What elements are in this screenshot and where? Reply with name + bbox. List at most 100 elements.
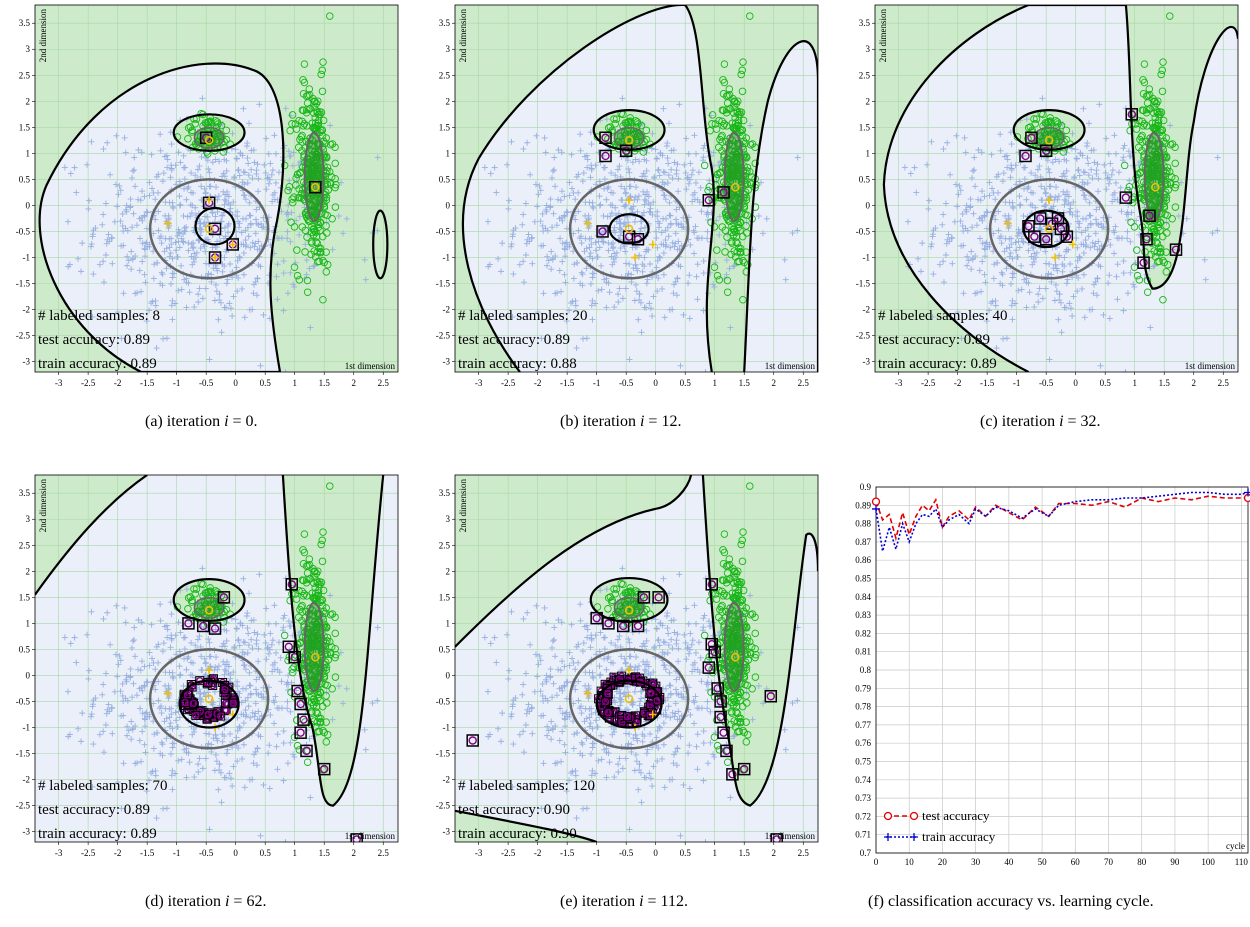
blue-plus-point [176, 714, 183, 721]
blue-plus-point [178, 732, 185, 739]
green-circle-point [1159, 58, 1167, 66]
blue-plus-point [153, 815, 160, 822]
blue-plus-point [962, 149, 969, 156]
blue-plus-point [205, 270, 212, 277]
blue-plus-point [1038, 183, 1045, 190]
queried-sample [293, 686, 302, 696]
blue-plus-point [256, 246, 263, 253]
decision-boundary [172, 578, 246, 622]
blue-plus-point [246, 669, 253, 676]
blue-plus-point [115, 661, 122, 668]
blue-plus-point [587, 280, 594, 287]
green-circle-point [291, 120, 300, 128]
blue-plus-point [611, 224, 618, 231]
blue-plus-point [555, 196, 562, 203]
green-circle-point [332, 650, 340, 659]
blue-plus-point [162, 212, 169, 219]
blue-plus-point [675, 175, 682, 182]
green-circle-point [1143, 288, 1152, 296]
blue-plus-point [1039, 95, 1046, 102]
blue-plus-point [499, 240, 506, 247]
blue-plus-point [992, 196, 999, 203]
blue-plus-point [561, 245, 568, 252]
blue-plus-point [1080, 215, 1087, 222]
blue-plus-point [240, 720, 247, 727]
blue-plus-point [88, 711, 95, 718]
green-circle-point [184, 594, 193, 602]
blue-plus-point [576, 235, 583, 242]
green-circle-point [742, 222, 750, 230]
blue-plus-point [1092, 230, 1099, 237]
decision-boundary [35, 475, 148, 596]
blue-plus-point [692, 223, 699, 230]
y-tick-label: -1 [863, 252, 871, 262]
y-tick-label: 3 [866, 44, 871, 54]
blue-plus-point [207, 193, 214, 200]
green-circle-point [318, 87, 327, 96]
blue-plus-point [90, 271, 97, 278]
green-circle-point [1032, 115, 1041, 123]
blue-plus-point [907, 170, 914, 177]
green-circle-point [1166, 12, 1174, 20]
green-circle-point [733, 109, 742, 117]
blue-plus-point [177, 671, 184, 678]
blue-plus-point [641, 201, 648, 208]
blue-plus-point [249, 306, 256, 313]
blue-plus-point [600, 212, 607, 219]
blue-plus-point [1059, 173, 1066, 180]
green-circle-point [1133, 271, 1142, 280]
component-mean-marker [163, 689, 172, 698]
blue-plus-point [977, 235, 984, 242]
blue-plus-point [968, 174, 975, 181]
blue-plus-point [226, 300, 233, 307]
green-circle-point [604, 124, 613, 132]
blue-plus-point [240, 192, 247, 199]
blue-plus-point [1056, 291, 1063, 298]
blue-plus-point [656, 253, 663, 260]
green-circle-point [318, 66, 326, 75]
blue-plus-point [1023, 304, 1030, 311]
blue-plus-point [291, 753, 298, 760]
green-circle-point [297, 133, 305, 141]
blue-plus-point [159, 741, 166, 748]
queried-sample [204, 710, 213, 719]
blue-plus-point [1167, 122, 1174, 129]
blue-plus-point [281, 612, 288, 619]
blue-plus-point [509, 233, 516, 240]
blue-plus-point [1074, 244, 1081, 251]
queried-sample-box [191, 710, 201, 720]
blue-plus-point [271, 720, 278, 727]
blue-plus-point [1076, 172, 1083, 179]
blue-plus-point [243, 711, 250, 718]
blue-plus-point [197, 696, 204, 703]
plot-area [35, 475, 398, 842]
blue-plus-point [974, 289, 981, 296]
blue-plus-point [1005, 215, 1012, 222]
blue-plus-point [119, 222, 126, 229]
blue-plus-point [1073, 264, 1080, 271]
y-tick-label: -0.5 [16, 226, 31, 236]
blue-plus-point [155, 697, 162, 704]
blue-plus-point [1092, 240, 1099, 247]
blue-plus-point [204, 157, 211, 164]
blue-plus-point [230, 293, 237, 300]
blue-plus-point [1023, 196, 1030, 203]
green-circle-point [298, 601, 306, 610]
blue-plus-point [1093, 170, 1100, 177]
blue-plus-point [547, 204, 554, 211]
blue-plus-point [271, 196, 278, 203]
blue-plus-point [244, 180, 251, 187]
blue-plus-point [128, 718, 135, 725]
blue-plus-point [667, 244, 674, 251]
blue-plus-point [282, 369, 289, 372]
green-circle-point [311, 253, 320, 261]
green-circle-point [312, 698, 320, 707]
blue-plus-point [1046, 183, 1053, 190]
blue-plus-point [256, 716, 263, 723]
blue-plus-point [85, 675, 92, 682]
blue-plus-point [1018, 286, 1025, 293]
blue-plus-point [589, 297, 596, 304]
blue-plus-point [99, 691, 106, 698]
blue-plus-point [280, 258, 287, 265]
blue-plus-point [175, 619, 182, 626]
